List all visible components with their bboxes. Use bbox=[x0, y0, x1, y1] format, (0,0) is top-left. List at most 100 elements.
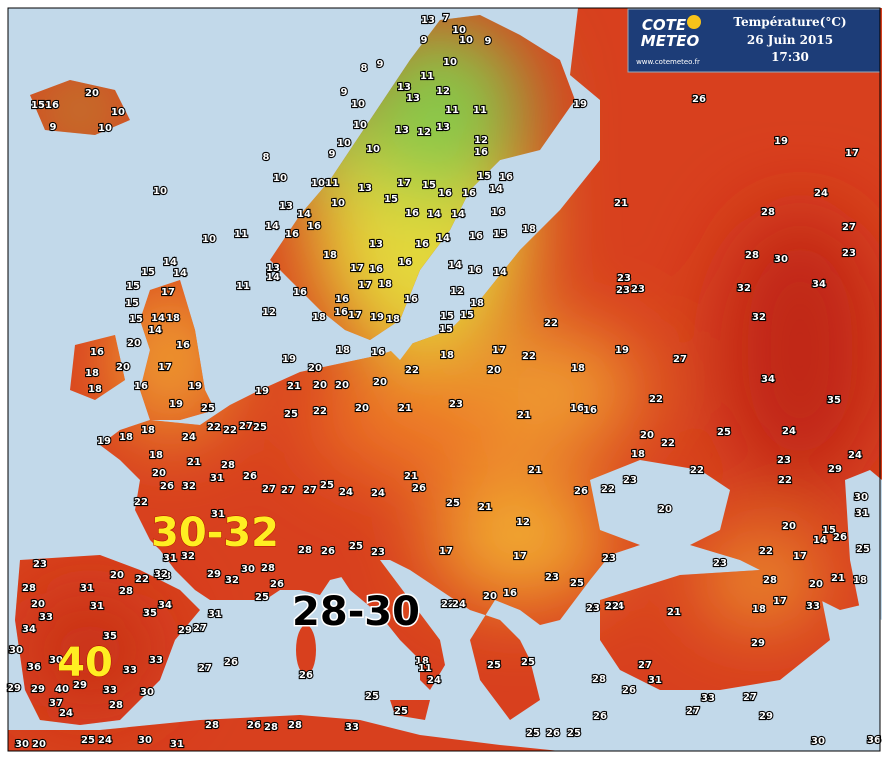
station-temp: 10 bbox=[351, 99, 365, 110]
station-temp: 30 bbox=[140, 687, 154, 698]
station-temp: 26 bbox=[833, 532, 847, 543]
station-temp: 11 bbox=[418, 663, 432, 674]
station-temp: 18 bbox=[336, 345, 350, 356]
station-temp: 20 bbox=[335, 380, 349, 391]
site-url: www.cotemeteo.fr bbox=[636, 58, 700, 66]
region-label: 40 bbox=[57, 640, 113, 686]
station-temp: 28 bbox=[763, 575, 777, 586]
station-temp: 23 bbox=[545, 572, 559, 583]
station-temp: 14 bbox=[493, 267, 507, 278]
station-temp: 14 bbox=[297, 209, 311, 220]
station-temp: 28 bbox=[288, 720, 302, 731]
station-temp: 20 bbox=[782, 521, 796, 532]
station-temp: 18 bbox=[323, 250, 337, 261]
station-temp: 11 bbox=[236, 281, 250, 292]
station-temp: 26 bbox=[160, 481, 174, 492]
station-temp: 16 bbox=[307, 221, 321, 232]
station-temp: 27 bbox=[281, 485, 295, 496]
station-temp: 9 bbox=[377, 59, 384, 70]
station-temp: 19 bbox=[282, 354, 296, 365]
station-temp: 34 bbox=[158, 600, 172, 611]
station-temp: 20 bbox=[32, 739, 46, 750]
station-temp: 25 bbox=[487, 660, 501, 671]
station-temp: 15 bbox=[125, 298, 139, 309]
station-temp: 18 bbox=[571, 363, 585, 374]
station-temp: 30 bbox=[811, 736, 825, 747]
station-temp: 26 bbox=[412, 483, 426, 494]
station-temp: 10 bbox=[153, 186, 167, 197]
station-temp: 20 bbox=[127, 338, 141, 349]
station-temp: 26 bbox=[593, 711, 607, 722]
station-temp: 10 bbox=[331, 198, 345, 209]
station-temp: 21 bbox=[398, 403, 412, 414]
station-temp: 11 bbox=[234, 229, 248, 240]
region-label: 28-30 bbox=[292, 589, 420, 635]
station-temp: 29 bbox=[828, 464, 842, 475]
station-temp: 27 bbox=[686, 706, 700, 717]
station-temp: 22 bbox=[135, 574, 149, 585]
station-temp: 12 bbox=[436, 86, 450, 97]
station-temp: 13 bbox=[397, 82, 411, 93]
station-temp: 15 bbox=[493, 229, 507, 240]
station-temp: 16 bbox=[398, 257, 412, 268]
station-temp: 24 bbox=[98, 735, 112, 746]
station-temp: 32 bbox=[225, 575, 239, 586]
station-temp: 30 bbox=[9, 645, 23, 656]
station-temp: 16 bbox=[285, 229, 299, 240]
station-temp: 28 bbox=[261, 563, 275, 574]
station-temp: 10 bbox=[366, 144, 380, 155]
station-temp: 32 bbox=[182, 481, 196, 492]
station-temp: 13 bbox=[369, 239, 383, 250]
station-temp: 13 bbox=[406, 93, 420, 104]
station-temp: 27 bbox=[193, 623, 207, 634]
station-temp: 20 bbox=[31, 599, 45, 610]
station-temp: 29 bbox=[73, 680, 87, 691]
station-temp: 33 bbox=[103, 685, 117, 696]
station-temp: 16 bbox=[404, 294, 418, 305]
station-temp: 14 bbox=[265, 221, 279, 232]
station-temp: 30 bbox=[774, 254, 788, 265]
station-temp: 16 bbox=[293, 287, 307, 298]
station-temp: 19 bbox=[370, 312, 384, 323]
station-temp: 9 bbox=[485, 36, 492, 47]
station-temp: 19 bbox=[169, 399, 183, 410]
station-temp: 32 bbox=[737, 283, 751, 294]
station-temp: 21 bbox=[187, 457, 201, 468]
station-temp: 26 bbox=[321, 546, 335, 557]
station-temp: 16 bbox=[134, 381, 148, 392]
station-temp: 18 bbox=[522, 224, 536, 235]
station-temp: 16 bbox=[491, 207, 505, 218]
station-temp: 18 bbox=[119, 432, 133, 443]
station-temp: 16 bbox=[405, 208, 419, 219]
station-temp: 10 bbox=[452, 25, 466, 36]
station-temp: 20 bbox=[110, 570, 124, 581]
station-temp: 11 bbox=[420, 71, 434, 82]
station-temp: 23 bbox=[713, 558, 727, 569]
station-temp: 25 bbox=[253, 422, 267, 433]
station-temp: 21 bbox=[831, 573, 845, 584]
station-temp: 24 bbox=[848, 450, 862, 461]
station-temp: 25 bbox=[320, 480, 334, 491]
station-temp: 36 bbox=[867, 735, 881, 746]
station-temp: 35 bbox=[827, 395, 841, 406]
station-temp: 15 bbox=[126, 281, 140, 292]
station-temp: 18 bbox=[149, 450, 163, 461]
station-temp: 15 bbox=[439, 324, 453, 335]
station-temp: 17 bbox=[358, 280, 372, 291]
station-temp: 17 bbox=[845, 148, 859, 159]
station-temp: 11 bbox=[325, 178, 339, 189]
station-temp: 25 bbox=[255, 592, 269, 603]
station-temp: 13 bbox=[436, 122, 450, 133]
station-temp: 20 bbox=[152, 468, 166, 479]
station-temp: 9 bbox=[421, 35, 428, 46]
station-temp: 8 bbox=[263, 152, 270, 163]
station-temp: 31 bbox=[648, 675, 662, 686]
station-temp: 27 bbox=[638, 660, 652, 671]
station-temp: 21 bbox=[667, 607, 681, 618]
station-temp: 12 bbox=[516, 517, 530, 528]
station-temp: 18 bbox=[470, 298, 484, 309]
station-temp: 23 bbox=[449, 399, 463, 410]
station-temp: 16 bbox=[369, 264, 383, 275]
